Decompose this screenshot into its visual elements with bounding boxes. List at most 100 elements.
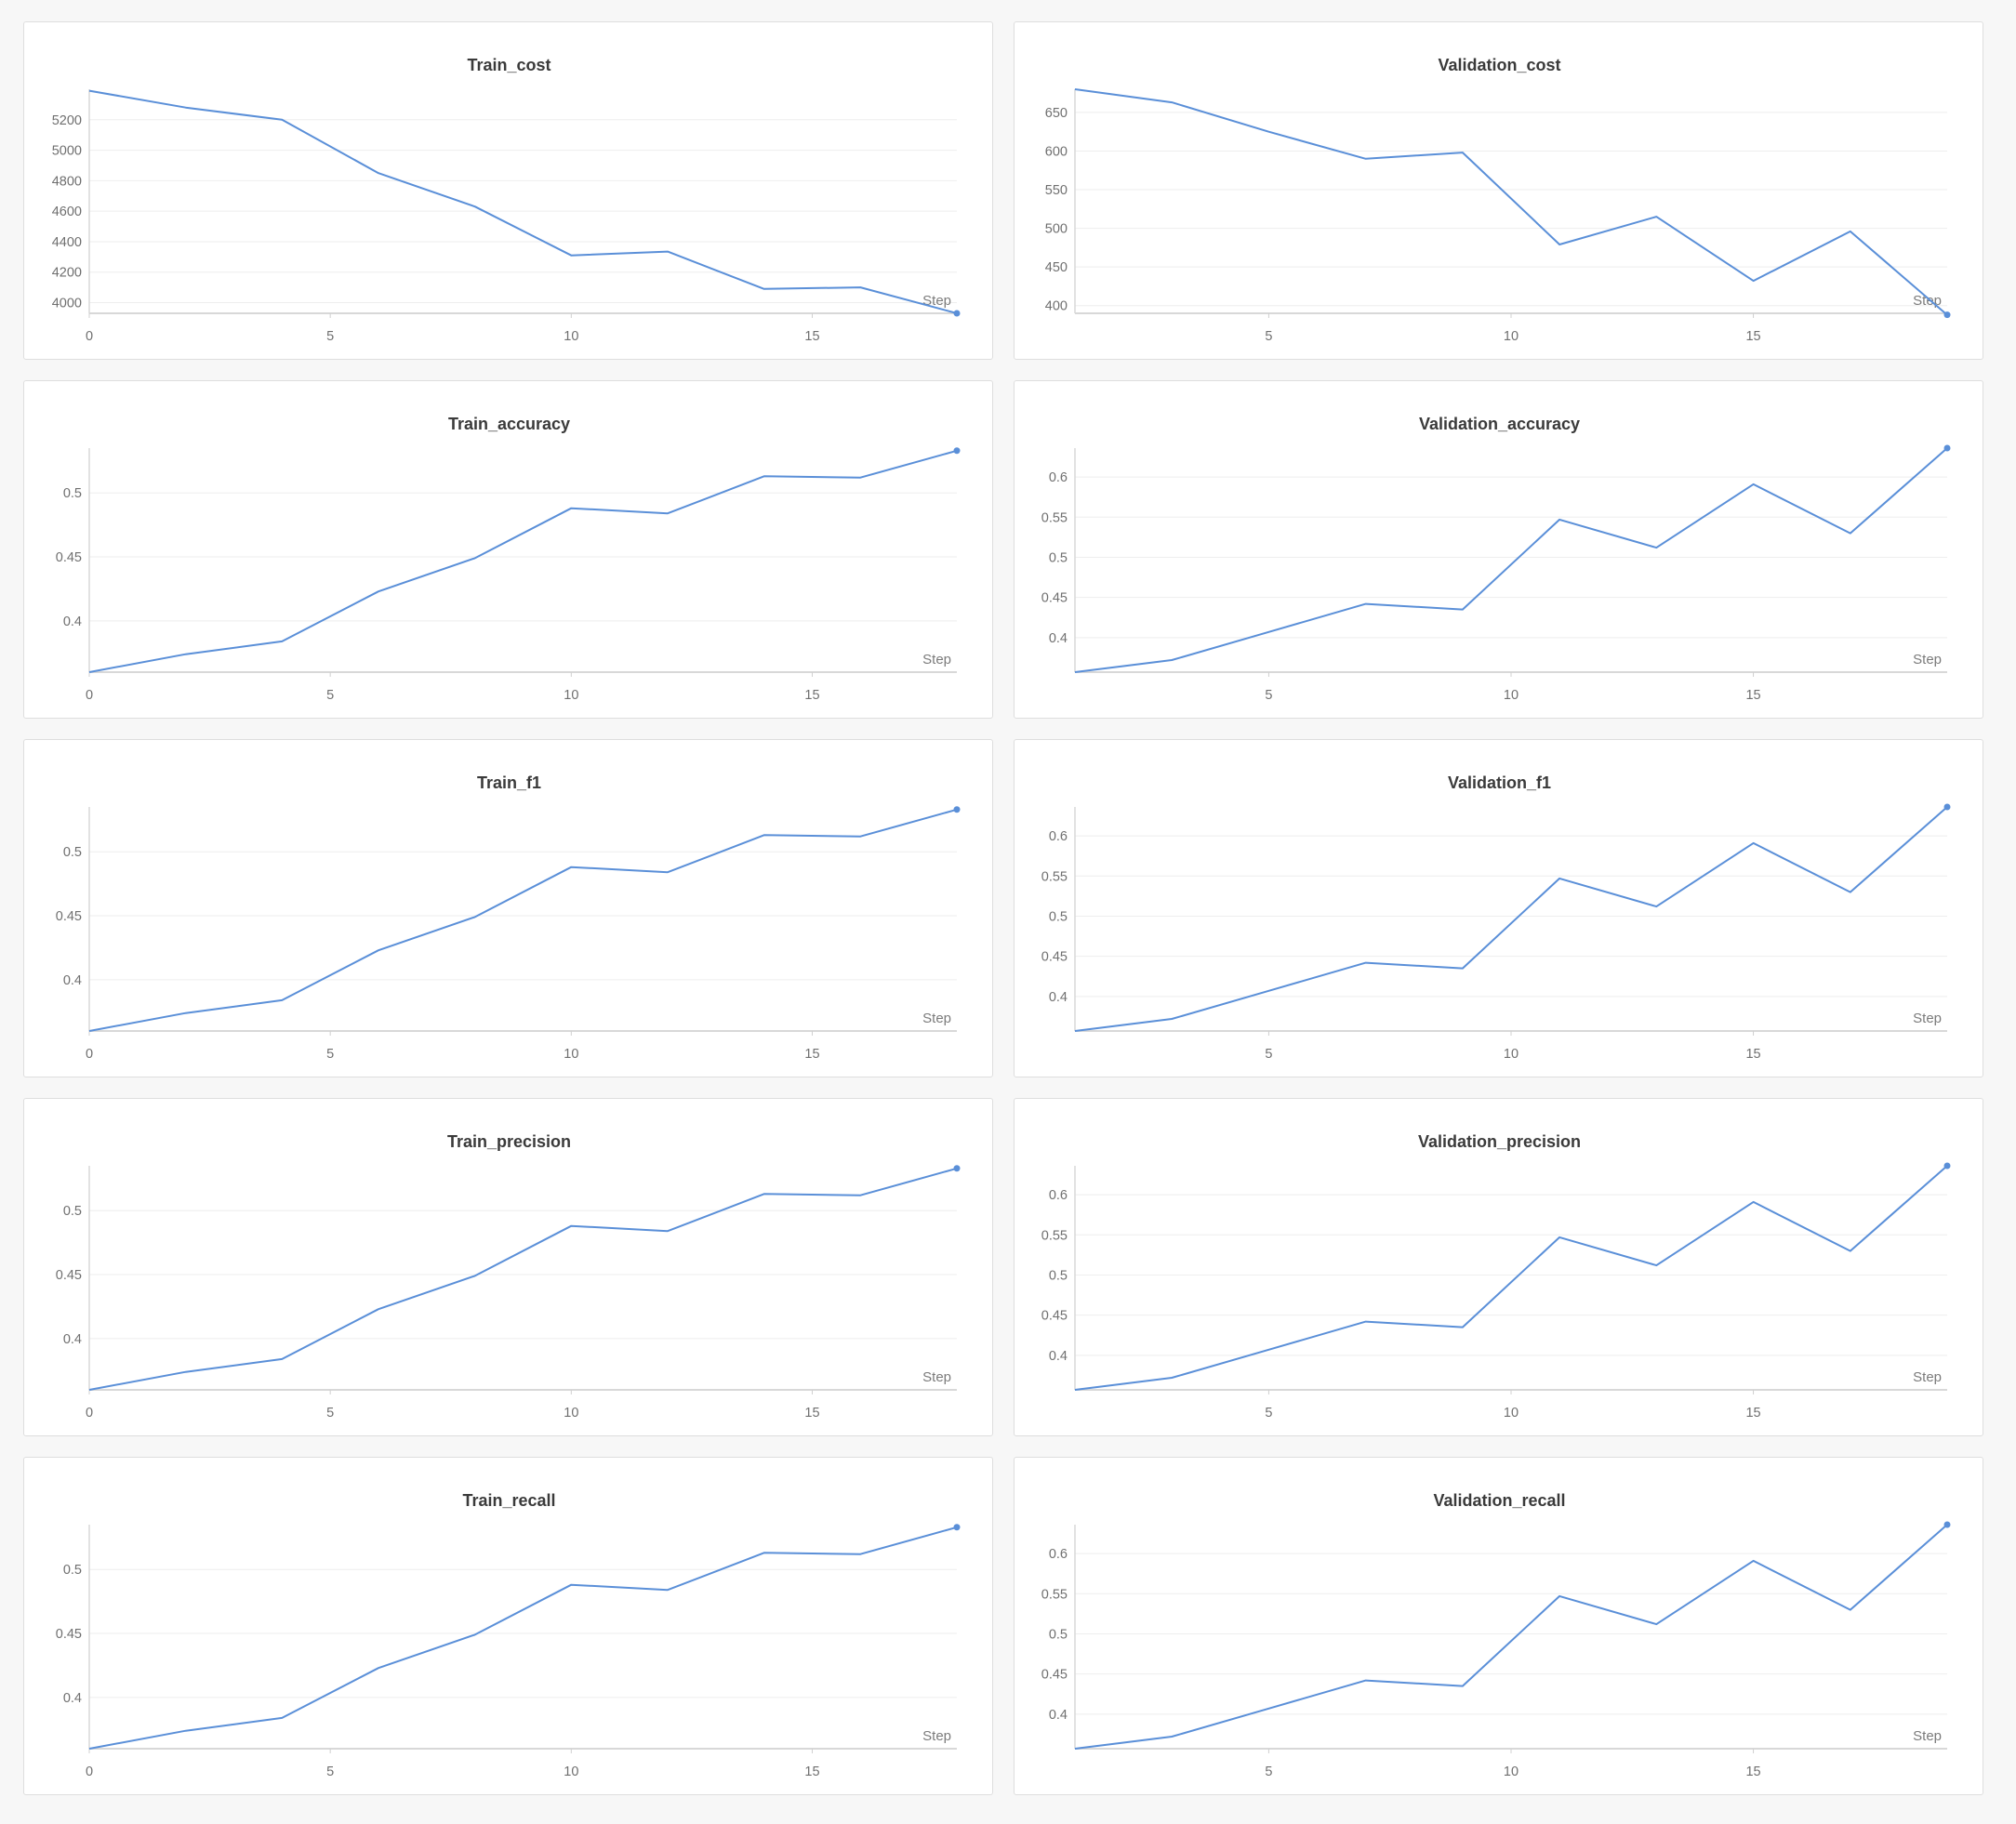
series-line [1074,88,1948,316]
line-chart: Validation_accuracy 0.4 0.45 0.5 0.55 0.6 5 10 1… [1041,415,1951,703]
x-tick-label: 5 [326,688,334,703]
x-tick-label: 5 [326,1406,334,1421]
chart-panel-10: Validation_recall 0.4 0.45 0.5 0.55 0.6 5 10 15 S… [1014,1457,1983,1795]
y-tick-label: 0.55 [1041,1228,1068,1243]
chart-panel-9: Train_recall 0.4 0.45 0.5 0 5 10 15 Step [23,1457,993,1795]
y-tick-label: 0.6 [1049,1547,1068,1562]
y-tick-label: 0.5 [1049,550,1068,565]
series-line [1074,1165,1948,1391]
x-tick-label: 15 [1745,688,1760,703]
x-tick-label: 15 [804,1047,819,1062]
series-line [1074,1524,1948,1750]
x-tick-label: 15 [1745,329,1760,344]
chart-title: Train_accuracy [448,415,570,433]
data-point-last [1943,1162,1951,1170]
chart-title: Validation_f1 [1448,773,1551,792]
y-tick-label: 4200 [52,266,82,281]
y-tick-label: 0.5 [1049,1268,1068,1283]
x-tick-label: 0 [86,329,93,344]
y-tick-label: 5000 [52,144,82,159]
chart-panel-6: Validation_f1 0.4 0.45 0.5 0.55 0.6 5 10 15 Step [1014,739,1983,1077]
series-line [1074,806,1948,1032]
y-tick-label: 0.5 [63,486,82,501]
x-axis-label: Step [922,1011,951,1026]
y-tick-label: 0.4 [1049,1708,1068,1723]
data-point-last [953,447,961,455]
chart-title: Train_cost [467,56,550,74]
chart-panel-7: Train_precision 0.4 0.45 0.5 0 5 10 15 Step [23,1098,993,1436]
y-tick-label: 0.45 [56,1627,82,1642]
y-tick-label: 0.45 [1041,1309,1068,1324]
y-tick-label: 0.55 [1041,510,1068,525]
line-chart: Train_precision 0.4 0.45 0.5 0 5 10 15 Step [56,1132,961,1421]
y-tick-label: 0.4 [63,615,82,629]
x-tick-label: 15 [804,1765,819,1779]
chart-title: Validation_recall [1433,1491,1565,1510]
y-tick-label: 0.4 [1049,631,1068,646]
data-point-last [1943,803,1951,811]
chart-panel-2: Validation_cost 400 450 500 550 600 650 5 10 15 St… [1014,21,1983,360]
x-axis-label: Step [922,293,951,309]
y-tick-label: 0.6 [1049,829,1068,844]
series-line [88,808,958,1032]
y-tick-label: 0.5 [1049,1627,1068,1642]
y-tick-label: 4000 [52,297,82,311]
x-axis-label: Step [1913,1011,1942,1026]
y-tick-label: 4800 [52,174,82,189]
y-tick-label: 0.4 [63,1332,82,1347]
line-chart: Train_recall 0.4 0.45 0.5 0 5 10 15 Step [56,1491,961,1779]
data-point-last [1943,311,1951,319]
y-tick-label: 0.45 [56,909,82,924]
y-tick-label: 0.45 [1041,950,1068,965]
x-axis-label: Step [1913,1369,1942,1385]
x-tick-label: 10 [564,688,578,703]
y-tick-label: 0.4 [1049,990,1068,1005]
y-tick-label: 0.55 [1041,1587,1068,1602]
x-tick-label: 0 [86,688,93,703]
chart-title: Validation_accuracy [1419,415,1580,433]
chart-panel-3: Train_accuracy 0.4 0.45 0.5 0 5 10 15 Step [23,380,993,719]
chart-title: Train_f1 [477,773,541,792]
x-tick-label: 5 [326,1765,334,1779]
x-axis-label: Step [922,652,951,667]
x-tick-label: 10 [564,1047,578,1062]
y-tick-label: 450 [1045,260,1068,275]
x-tick-label: 5 [1265,1765,1272,1779]
y-tick-label: 0.45 [56,1268,82,1283]
x-tick-label: 10 [564,329,578,344]
y-tick-label: 4400 [52,235,82,250]
x-tick-label: 5 [1265,329,1272,344]
x-tick-label: 15 [1745,1047,1760,1062]
y-tick-label: 0.4 [63,1691,82,1706]
x-tick-label: 10 [1504,329,1519,344]
series-line [88,449,958,673]
x-tick-label: 10 [1504,688,1519,703]
chart-title: Train_precision [447,1132,571,1151]
x-tick-label: 5 [1265,688,1272,703]
y-tick-label: 0.45 [1041,1668,1068,1683]
y-tick-label: 0.6 [1049,1188,1068,1203]
y-tick-label: 500 [1045,222,1068,237]
line-chart: Train_cost 4000 4200 4400 4600 4800 5000 5200 0 5… [52,56,961,344]
x-tick-label: 10 [564,1406,578,1421]
x-tick-label: 0 [86,1047,93,1062]
y-tick-label: 0.55 [1041,869,1068,884]
y-tick-label: 650 [1045,106,1068,121]
x-axis-label: Step [1913,1728,1942,1744]
series-line [88,1167,958,1391]
data-point-last [953,806,961,813]
chart-panel-1: Train_cost 4000 4200 4400 4600 4800 5000 5200 0 5… [23,21,993,360]
y-tick-label: 0.5 [1049,909,1068,924]
y-tick-label: 4600 [52,205,82,219]
x-tick-label: 15 [1745,1406,1760,1421]
data-point-last [1943,1521,1951,1528]
line-chart: Validation_precision 0.4 0.45 0.5 0.55 0.6 5 10… [1041,1132,1951,1421]
series-line [88,1526,958,1750]
x-tick-label: 15 [804,1406,819,1421]
x-tick-label: 15 [804,329,819,344]
line-chart: Train_f1 0.4 0.45 0.5 0 5 10 15 Step [56,773,961,1062]
chart-title: Train_recall [462,1491,555,1510]
x-tick-label: 15 [804,688,819,703]
x-tick-label: 10 [564,1765,578,1779]
